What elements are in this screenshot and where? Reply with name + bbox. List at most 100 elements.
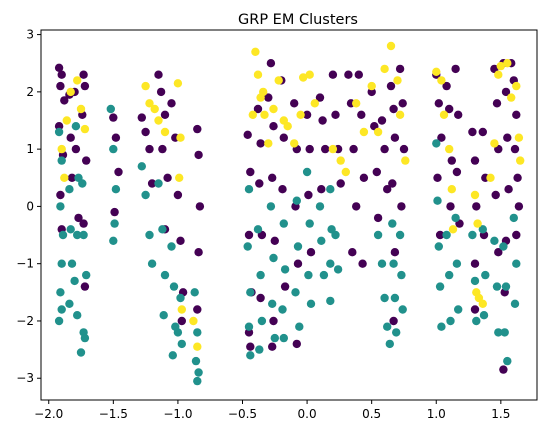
y-tick-label: 0 [26,199,34,213]
cluster-1-point [490,236,499,245]
cluster-2-point [193,342,202,351]
cluster-0-point [357,110,366,120]
cluster-1-point [326,259,335,268]
x-tick-label: 0.5 [362,407,381,421]
cluster-2-point [73,76,82,85]
cluster-1-point [319,270,329,280]
cluster-0-point [109,113,118,122]
cluster-0-point [154,70,163,79]
cluster-0-point [433,173,442,182]
cluster-0-point [194,248,203,257]
cluster-1-point [388,219,397,228]
cluster-1-point [472,316,481,326]
cluster-1-point [279,219,288,228]
cluster-1-point [82,270,91,280]
cluster-2-point [401,156,410,165]
cluster-1-point [389,259,398,268]
cluster-1-point [159,311,168,320]
cluster-1-point [190,288,199,297]
cluster-1-point [333,265,343,274]
cluster-0-point [145,144,154,154]
cluster-1-point [398,305,407,314]
cluster-0-point [494,248,503,257]
cluster-0-point [278,185,287,194]
cluster-0-point [399,144,409,154]
cluster-1-point [481,270,490,280]
x-tick-label: −1.0 [163,407,192,421]
cluster-1-point [315,202,325,211]
cluster-1-point [244,185,254,194]
cluster-0-point [367,87,376,97]
cluster-0-point [492,99,502,108]
cluster-2-point [512,81,521,91]
cluster-1-point [266,202,276,211]
cluster-0-point [348,248,357,257]
cluster-2-point [448,225,458,234]
cluster-0-point [280,282,290,291]
cluster-0-point [317,185,326,194]
cluster-1-point [246,288,255,297]
cluster-1-point [71,122,81,131]
cluster-1-points [54,104,521,386]
cluster-0-point [269,122,278,131]
cluster-1-point [137,162,146,171]
cluster-1-point [395,230,405,240]
cluster-0-point [437,133,446,142]
cluster-2-point [494,70,503,79]
cluster-0-point [472,202,481,211]
cluster-2-point [432,67,441,77]
cluster-1-point [380,293,389,303]
cluster-1-point [76,348,86,357]
cluster-0-point [246,342,255,351]
cluster-0-point [380,144,389,154]
cluster-0-point [398,99,407,108]
cluster-1-point [432,139,441,148]
cluster-2-point [373,127,383,137]
cluster-0-point [359,173,369,182]
cluster-1-point [306,299,316,308]
cluster-1-point [383,322,392,331]
cluster-1-point [494,328,503,337]
cluster-1-point [397,270,406,280]
cluster-2-point [189,316,198,326]
cluster-1-point [433,196,442,205]
cluster-1-point [158,225,167,234]
plot-area-frame [40,29,538,401]
cluster-1-point [70,276,79,286]
cluster-0-point [147,179,157,188]
cluster-0-point [468,127,477,137]
cluster-0-point [54,63,64,72]
cluster-2-point [274,76,283,85]
cluster-1-point [293,242,303,251]
cluster-2-point [352,99,361,108]
cluster-1-point [110,219,119,228]
cluster-2-point [305,70,314,79]
x-tick-label: 0.0 [298,407,317,421]
cluster-1-point [193,376,202,386]
cluster-2-point [150,104,159,114]
cluster-2-point [299,73,308,82]
cluster-1-point [446,316,455,326]
cluster-0-point [290,99,299,108]
cluster-0-point [176,236,185,245]
cluster-2-point [310,99,319,108]
cluster-0-point [57,70,66,79]
cluster-2-point [80,124,90,134]
cluster-0-point [60,96,69,105]
cluster-2-point [380,64,389,74]
cluster-0-point [373,213,383,223]
cluster-1-point [145,230,154,240]
cluster-2-points [57,41,525,351]
cluster-2-point [248,110,257,120]
cluster-2-point [177,305,186,314]
cluster-0-point [435,230,445,240]
cluster-0-point [504,185,513,194]
cluster-0-point [377,116,387,125]
cluster-1-point [141,190,150,200]
cluster-1-point [454,305,463,314]
chart-title: GRP EM Clusters [238,12,358,28]
x-tick-label: −1.5 [99,407,128,421]
cluster-0-point [111,133,121,142]
cluster-2-point [141,81,150,91]
cluster-1-point [191,356,201,366]
